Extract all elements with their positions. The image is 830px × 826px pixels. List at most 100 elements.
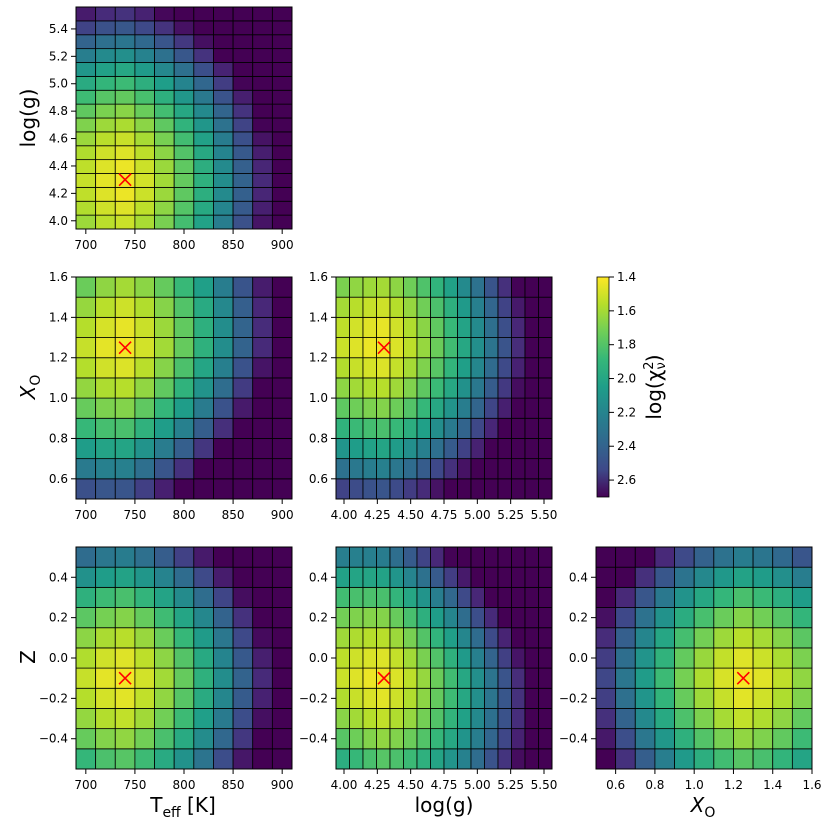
heatmap-cell	[271, 200, 293, 216]
heatmap-cell	[335, 337, 350, 359]
heatmap-cell	[470, 647, 485, 669]
heatmap-cell	[376, 607, 391, 629]
heatmap-cell	[335, 276, 350, 298]
heatmap-cell	[335, 438, 350, 460]
y-tick-label: 4.8	[49, 104, 68, 118]
x-tick-label: 750	[123, 238, 146, 252]
heatmap-cell	[524, 607, 539, 629]
heatmap-cell	[430, 316, 445, 338]
heatmap-cell	[484, 627, 499, 649]
heatmap-cell	[271, 708, 293, 730]
heatmap-cell	[232, 417, 254, 439]
heatmap-cell	[114, 357, 136, 379]
heatmap-cell	[457, 397, 472, 419]
heatmap-cell	[403, 708, 418, 730]
heatmap-cell	[791, 708, 813, 730]
heatmap-cell	[362, 546, 377, 568]
heatmap-cell	[403, 458, 418, 480]
heatmap-cell	[713, 607, 734, 629]
colorbar-label: log(χ2ν)	[642, 354, 669, 419]
heatmap-cell	[733, 627, 754, 649]
heatmap-cell	[134, 586, 155, 608]
heatmap-cell	[430, 708, 445, 730]
heatmap-cell	[416, 708, 431, 730]
y-tick-label: 1.6	[309, 270, 328, 284]
heatmap-cell	[443, 607, 458, 629]
heatmap-cell	[154, 20, 175, 36]
heatmap-cell	[693, 627, 715, 649]
heatmap-cell	[114, 647, 136, 669]
heatmap-cell	[173, 687, 195, 709]
heatmap-cell	[95, 397, 116, 419]
heatmap-cell	[376, 478, 391, 500]
heatmap-cell	[173, 748, 195, 770]
heatmap-cell	[497, 728, 512, 750]
heatmap-cell	[232, 586, 254, 608]
heatmap-cell	[75, 748, 97, 770]
heatmap-cell	[349, 417, 364, 439]
heatmap-cell	[524, 478, 539, 500]
heatmap-cell	[457, 647, 472, 669]
heatmap-cell	[538, 667, 553, 689]
heatmap-cell	[470, 728, 485, 750]
heatmap-cell	[95, 159, 116, 174]
y-tick-label: 4.4	[49, 159, 68, 173]
heatmap-cell	[484, 708, 499, 730]
heatmap-cell	[75, 276, 97, 298]
heatmap-cell	[154, 438, 175, 460]
heatmap-cell	[232, 647, 254, 669]
heatmap-cell	[791, 627, 813, 649]
heatmap-cell	[791, 647, 813, 669]
heatmap-cell	[213, 20, 234, 36]
heatmap-cell	[615, 708, 636, 730]
heatmap-cell	[376, 417, 391, 439]
heatmap-cell	[173, 159, 195, 174]
heatmap-cell	[470, 566, 485, 588]
heatmap-cell	[524, 748, 539, 770]
heatmap-cell	[615, 647, 636, 669]
heatmap-cell	[403, 438, 418, 460]
heatmap-cell	[430, 478, 445, 500]
heatmap-cell	[154, 316, 175, 338]
y-tick-label: 0.4	[569, 570, 588, 584]
heatmap-cell	[443, 687, 458, 709]
heatmap-cell	[634, 607, 656, 629]
heatmap-cell	[252, 20, 273, 36]
heatmap-cell	[615, 546, 636, 568]
heatmap-cell	[335, 546, 350, 568]
heatmap-cell	[430, 607, 445, 629]
heatmap-cell	[154, 647, 175, 669]
heatmap-cell	[349, 397, 364, 419]
heatmap-cell	[497, 586, 512, 608]
heatmap-cell	[713, 546, 734, 568]
heatmap-cell	[95, 417, 116, 439]
heatmap-cell	[376, 546, 391, 568]
heatmap-cell	[693, 586, 715, 608]
x-tick-label: 4.75	[431, 778, 458, 792]
heatmap-cell	[443, 667, 458, 689]
heatmap-cell	[674, 708, 695, 730]
y-tick-label: −0.2	[559, 691, 588, 705]
x-tick-label: 5.50	[531, 508, 558, 522]
heatmap-cell	[362, 667, 377, 689]
heatmap-cell	[232, 458, 254, 480]
heatmap-cell	[524, 546, 539, 568]
heatmap-cell	[416, 647, 431, 669]
heatmap-cell	[193, 48, 214, 63]
heatmap-cell	[752, 627, 774, 649]
heatmap-cell	[134, 417, 155, 439]
heatmap-cell	[173, 478, 195, 500]
heatmap-cell	[95, 438, 116, 460]
heatmap-cell	[389, 647, 404, 669]
heatmap-cell	[252, 337, 273, 359]
heatmap-cell	[252, 276, 273, 298]
heatmap-cell	[389, 296, 404, 318]
heatmap-cell	[271, 117, 293, 133]
heatmap-cell	[271, 687, 293, 709]
heatmap-cell	[772, 708, 793, 730]
heatmap-cell	[430, 566, 445, 588]
heatmap-cell	[193, 145, 214, 161]
heatmap-cell	[457, 546, 472, 568]
x-tick-label: 750	[123, 778, 146, 792]
heatmap-cell	[213, 103, 234, 119]
